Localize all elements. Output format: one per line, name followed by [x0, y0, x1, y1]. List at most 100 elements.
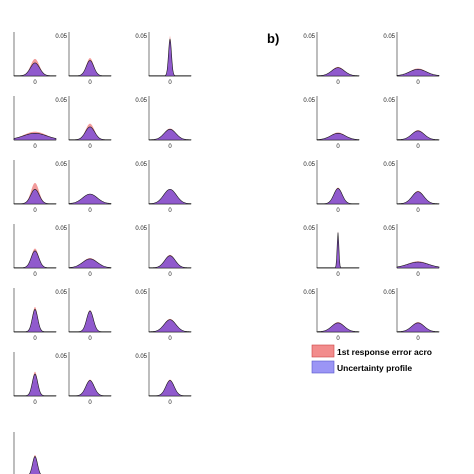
y-tick-label: 0.05: [303, 98, 315, 104]
x-tick-label: 0: [33, 336, 37, 342]
x-tick-label: 0: [88, 272, 92, 278]
y-tick-label: 0.05: [383, 290, 395, 296]
uncertainty-area: [148, 319, 192, 333]
subplot: 00.05: [135, 224, 192, 278]
x-tick-label: 0: [88, 144, 92, 150]
y-tick-label: 0.05: [135, 98, 147, 104]
x-tick-label: 0: [336, 272, 340, 278]
uncertainty-area: [316, 232, 360, 269]
subplot: 00.05: [55, 288, 112, 342]
uncertainty-area: [316, 67, 360, 77]
uncertainty-area: [148, 128, 192, 141]
x-tick-label: 0: [416, 144, 420, 150]
uncertainty-area: [29, 456, 41, 474]
x-tick-label: 0: [88, 80, 92, 86]
y-tick-label: 0.05: [55, 290, 67, 296]
x-tick-label: 0: [33, 208, 37, 214]
subplot: 00.05: [303, 224, 360, 278]
subplot: 0: [13, 352, 57, 406]
subplot: 00.05: [55, 32, 112, 86]
y-tick-label: 0.05: [303, 226, 315, 232]
x-tick-label: 0: [416, 80, 420, 86]
subplot: 00.05: [303, 96, 360, 150]
x-tick-label: 0: [168, 272, 172, 278]
x-tick-label: 0: [88, 336, 92, 342]
subplot: 0: [13, 96, 57, 150]
x-tick-label: 0: [33, 80, 37, 86]
y-tick-label: 0.05: [303, 290, 315, 296]
uncertainty-area: [316, 322, 360, 333]
x-tick-label: 0: [336, 336, 340, 342]
subplot: 00.05: [135, 160, 192, 214]
x-tick-label: 0: [416, 272, 420, 278]
uncertainty-area: [13, 188, 57, 205]
y-tick-label: 0.05: [135, 162, 147, 168]
uncertainty-area: [13, 250, 57, 269]
uncertainty-area: [68, 60, 112, 77]
subplot: 00.05: [383, 288, 440, 342]
uncertainty-area: [148, 188, 192, 205]
uncertainty-area: [68, 310, 112, 333]
subplot: 00.05: [55, 160, 112, 214]
uncertainty-area: [13, 62, 57, 77]
y-tick-label: 0.05: [383, 34, 395, 40]
subplot: 00.05: [303, 288, 360, 342]
uncertainty-area: [396, 191, 440, 205]
uncertainty-area: [316, 188, 360, 205]
uncertainty-area: [148, 380, 192, 397]
uncertainty-area: [68, 380, 112, 397]
x-tick-label: 0: [33, 400, 37, 406]
y-tick-label: 0.05: [135, 34, 147, 40]
x-tick-label: 0: [33, 144, 37, 150]
y-tick-label: 0.05: [383, 226, 395, 232]
subplot: 00.05: [383, 96, 440, 150]
uncertainty-area: [396, 261, 440, 269]
legend-swatch-response: [311, 344, 335, 358]
x-tick-label: 0: [416, 208, 420, 214]
subplot: 0: [13, 288, 57, 342]
subplot: 00.05: [135, 32, 192, 86]
uncertainty-area: [396, 322, 440, 333]
uncertainty-area: [316, 132, 360, 141]
y-tick-label: 0.05: [135, 354, 147, 360]
uncertainty-area: [13, 373, 57, 397]
x-tick-label: 0: [88, 208, 92, 214]
legend: 1st response error acro Uncertainty prof…: [306, 340, 432, 382]
subplot: 00.05: [55, 352, 112, 406]
x-tick-label: 0: [168, 144, 172, 150]
uncertainty-area: [68, 193, 112, 205]
x-tick-label: 0: [88, 400, 92, 406]
y-tick-label: 0.05: [383, 98, 395, 104]
uncertainty-area: [13, 308, 57, 333]
uncertainty-area: [148, 255, 192, 269]
uncertainty-area: [396, 130, 440, 141]
subplot: 00.05: [383, 160, 440, 214]
y-tick-label: 0.05: [55, 162, 67, 168]
legend-label-uncertainty: Uncertainty profile: [337, 363, 412, 373]
uncertainty-area: [13, 132, 57, 141]
uncertainty-area: [68, 258, 112, 269]
subplot: 00.05: [55, 96, 112, 150]
uncertainty-area: [68, 126, 112, 141]
x-tick-label: 0: [336, 208, 340, 214]
x-tick-label: 0: [168, 400, 172, 406]
subplot: 00.05: [303, 160, 360, 214]
subplot: 00.05: [383, 224, 440, 278]
legend-swatch-uncertainty: [311, 360, 335, 374]
subplot: 00.05: [55, 224, 112, 278]
uncertainty-area: [148, 38, 192, 77]
subplot: 00.05: [303, 32, 360, 86]
y-tick-label: 0.05: [55, 34, 67, 40]
y-tick-label: 0.05: [303, 162, 315, 168]
legend-label-response: 1st response error acro: [337, 347, 432, 357]
y-tick-label: 0.05: [135, 290, 147, 296]
panel-b-label: b): [267, 31, 279, 46]
x-tick-label: 0: [336, 144, 340, 150]
x-tick-label: 0: [416, 336, 420, 342]
x-tick-label: 0: [336, 80, 340, 86]
y-tick-label: 0.05: [383, 162, 395, 168]
x-tick-label: 0: [33, 272, 37, 278]
x-tick-label: 0: [168, 80, 172, 86]
subplot: 0: [13, 224, 57, 278]
